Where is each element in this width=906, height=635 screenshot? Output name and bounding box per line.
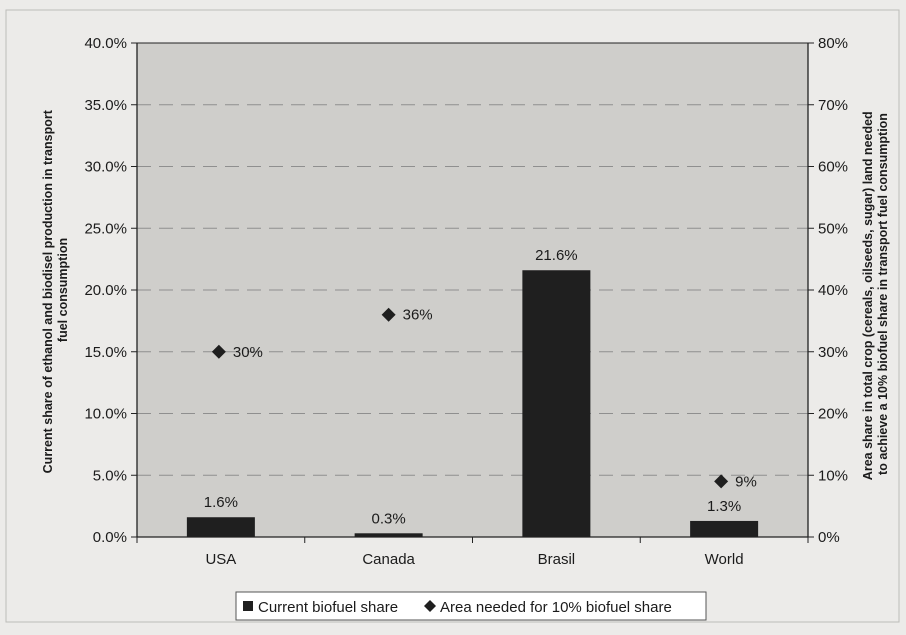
bar-label-usa: 1.6%: [204, 494, 238, 511]
legend-marker-label: Area needed for 10% biofuel share: [440, 599, 672, 616]
y2-axis-title-line-2: to achieve a 10% biofuel share in transp…: [876, 113, 890, 475]
marker-usa: [211, 344, 226, 359]
y-axis-title-line-1: Current share of ethanol and biodisel pr…: [41, 109, 55, 473]
bar-brasil: [522, 270, 591, 537]
y2-tick-label: 60%: [818, 159, 848, 176]
bar-series: [186, 270, 759, 537]
bar-label-world: 1.3%: [707, 498, 741, 515]
y-tick-label: 35.0%: [84, 97, 127, 114]
y-tick-label: 25.0%: [84, 220, 127, 237]
legend-box: [235, 591, 707, 621]
legend: Current biofuel share Area needed for 10…: [235, 591, 707, 621]
data-labels: 1.6% 0.3% 21.6% 1.3% 30% 36% 9%: [204, 247, 757, 527]
chart-frame: [5, 9, 900, 623]
y2-tick-label: 30%: [818, 344, 848, 361]
legend-bar-swatch: [243, 601, 253, 611]
legend-bar-label: Current biofuel share: [258, 599, 398, 616]
bar-world: [690, 520, 759, 537]
x-tick-label-brasil: Brasil: [538, 551, 576, 568]
marker-label-canada: 36%: [403, 307, 433, 324]
y-tick-label: 15.0%: [84, 344, 127, 361]
y2-tick-label: 40%: [818, 282, 848, 299]
y-tick-label: 0.0%: [93, 529, 127, 546]
bar-canada: [354, 533, 423, 537]
y2-tick-label: 0%: [818, 529, 840, 546]
marker-label-usa: 30%: [233, 344, 263, 361]
y2-tick-label: 20%: [818, 406, 848, 423]
marker-label-world: 9%: [735, 473, 757, 490]
y2-tick-label: 50%: [818, 220, 848, 237]
x-tick-label-canada: Canada: [362, 551, 415, 568]
y-tick-label: 40.0%: [84, 35, 127, 52]
y-tick-label: 30.0%: [84, 159, 127, 176]
bar-label-canada: 0.3%: [372, 510, 406, 527]
marker-canada: [381, 307, 396, 322]
y-tick-label: 5.0%: [93, 467, 127, 484]
marker-world: [714, 474, 729, 489]
gridlines: [137, 104, 808, 476]
marker-series: [211, 307, 729, 489]
y2-tick-label: 80%: [818, 35, 848, 52]
x-tick-label-world: World: [705, 551, 744, 568]
bar-label-brasil: 21.6%: [535, 247, 578, 264]
y-tick-label: 20.0%: [84, 282, 127, 299]
y2-axis-title: Area share in total crop (cereals, oilse…: [861, 108, 890, 480]
x-tick-label-usa: USA: [205, 551, 236, 568]
y2-tick-label: 70%: [818, 97, 848, 114]
y-axis-title: Current share of ethanol and biodisel pr…: [41, 107, 70, 474]
y-axis-title-line-2: fuel consumption: [56, 238, 70, 342]
y2-axis-title-line-1: Area share in total crop (cereals, oilse…: [861, 111, 875, 480]
y-tick-label: 10.0%: [84, 406, 127, 423]
axes: 0.0% 5.0% 10.0% 15.0% 20.0% 25.0% 30.0% 35.0% 40…: [84, 35, 848, 568]
legend-marker-swatch: [424, 600, 436, 612]
y2-tick-label: 10%: [818, 467, 848, 484]
bar-usa: [186, 517, 255, 537]
